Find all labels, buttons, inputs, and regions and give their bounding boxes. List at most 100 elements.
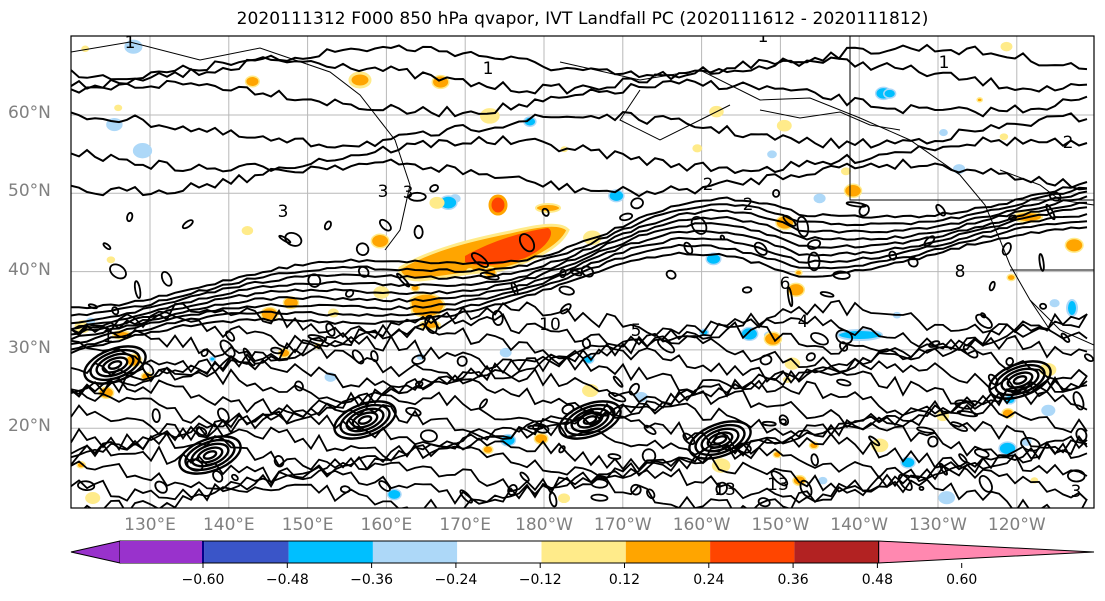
- ivt-contour-loop: [413, 224, 424, 240]
- ivt-contour-cluster: [333, 400, 397, 440]
- ivt-contour-loop: [1045, 203, 1056, 221]
- lon-tick-label: 130°W: [909, 515, 967, 535]
- ivt-contour-loop: [195, 426, 208, 437]
- positive-anomaly-spot: [776, 119, 792, 132]
- ivt-contour-loop: [619, 212, 634, 222]
- ivt-contour-loop: [519, 471, 530, 483]
- ivt-contour-cluster: [202, 450, 218, 460]
- ivt-contour-loop: [806, 239, 822, 250]
- ivt-contour-loop: [643, 424, 657, 436]
- ivt-contour-loop: [665, 269, 677, 280]
- ivt-contour-loop: [1072, 391, 1085, 411]
- ivt-contour-loop: [133, 280, 142, 299]
- ivt-contour-loop: [419, 429, 438, 443]
- positive-anomaly-spot: [114, 104, 123, 112]
- ivt-contour-cluster: [101, 356, 129, 374]
- ivt-contour-loop: [927, 435, 939, 448]
- ivt-contour-cluster: [570, 407, 610, 433]
- ivt-contour-cluster: [1000, 367, 1040, 393]
- colorbar-segment: [288, 541, 373, 563]
- ivt-contour: [71, 442, 1088, 485]
- ivt-contour-loop: [683, 241, 694, 255]
- ivt-contour-loop: [628, 382, 640, 396]
- positive-anomaly-spot: [999, 133, 1009, 141]
- contour-label: 3: [378, 182, 389, 202]
- colorbar-segment: [625, 541, 711, 563]
- contour-label: 1: [483, 59, 494, 79]
- ivt-contour-loop: [786, 286, 794, 308]
- positive-anomaly-spot: [784, 357, 801, 370]
- ivt-contour-loop: [630, 483, 642, 496]
- ivt-contour-loop: [548, 491, 558, 508]
- ivt-contour-loop: [819, 291, 835, 298]
- ivt-contour-loop: [1005, 357, 1015, 367]
- ivt-contour-loop: [510, 281, 519, 296]
- ivt-contour-cluster: [95, 352, 135, 378]
- positive-anomaly-spot: [692, 144, 703, 153]
- contour-label: 6: [780, 274, 791, 294]
- ivt-contour: [71, 78, 1088, 118]
- ivt-contour-cluster: [1012, 375, 1028, 385]
- negative-anomaly-spot: [132, 143, 153, 159]
- positive-anomaly-spot: [106, 256, 116, 264]
- colorbar-tick-label: −0.60: [181, 572, 225, 588]
- ivt-contour-loop: [284, 231, 303, 247]
- ivt-contour-cluster: [694, 423, 746, 457]
- ivt-contour-loop: [988, 280, 996, 292]
- negative-anomaly-spot: [813, 193, 826, 204]
- ivt-contour-loop: [339, 485, 351, 494]
- ivt-contour-loop: [405, 407, 422, 417]
- contour-label: 10: [539, 315, 561, 335]
- lon-tick-label: 150°W: [751, 515, 810, 535]
- ivt-contour-cluster: [178, 435, 242, 475]
- ivt-contour: [71, 111, 1088, 150]
- colorbar-tick-label: 0.12: [608, 572, 641, 588]
- contour-label: 1: [103, 327, 114, 347]
- colorbar-tick-label: −0.48: [265, 572, 309, 588]
- ivt-contour-loop: [456, 355, 468, 367]
- positive-anomaly-spot: [429, 196, 445, 209]
- colorbar-tick-label: −0.12: [518, 572, 562, 588]
- ivt-contour-loop: [950, 421, 968, 432]
- ivt-contour-loop: [973, 448, 990, 459]
- positive-anomaly-spot: [241, 226, 254, 236]
- coastline: [559, 61, 1051, 331]
- ivt-contour-loop: [414, 380, 424, 388]
- ivt-contour-loop: [527, 424, 544, 430]
- ivt-contour-loop: [378, 218, 392, 232]
- lon-tick-label: 170°E: [439, 515, 492, 535]
- ivt-contours: [71, 43, 1094, 508]
- ivt-contour-loop: [772, 189, 781, 198]
- ivt-contour-cluster: [184, 438, 236, 472]
- ivt-contour-loop: [918, 485, 925, 491]
- ivt-contour-cluster: [564, 403, 616, 437]
- ivt-contour-loop: [1008, 214, 1018, 221]
- ivt-contour-loop: [916, 426, 936, 434]
- ivt-contour: [71, 365, 1088, 406]
- lon-tick-label: 170°W: [593, 515, 652, 535]
- ivt-contour-loop: [690, 216, 708, 235]
- ivt-contour-loop: [778, 414, 790, 426]
- ivt-contour-loop: [630, 197, 644, 210]
- negative-anomaly-spot: [818, 476, 828, 485]
- positive-anomaly-spot: [840, 167, 851, 176]
- lat-tick-label: 60°N: [8, 103, 51, 123]
- ivt-contour-loop: [1039, 302, 1048, 310]
- ivt-contour-loop: [559, 268, 567, 279]
- contour-label: 3: [1071, 482, 1082, 502]
- ivt-contour-cluster: [700, 427, 740, 453]
- ivt-contour-loop: [273, 455, 285, 468]
- coastline: [71, 41, 411, 251]
- ivt-contour-loop: [181, 219, 194, 230]
- positive-anomaly-spot: [85, 492, 101, 504]
- ivt-contour: [71, 213, 1088, 345]
- lon-tick-label: 140°E: [202, 515, 255, 535]
- colorbar-tick-label: 0.48: [861, 572, 893, 588]
- ivt-contour-loop: [217, 407, 230, 423]
- negative-anomaly-spot: [208, 356, 216, 362]
- ivt-contour-loop: [741, 286, 753, 294]
- lon-tick-label: 140°W: [830, 515, 889, 535]
- contour-label: 1: [125, 33, 136, 53]
- contour-label: 2: [703, 175, 714, 195]
